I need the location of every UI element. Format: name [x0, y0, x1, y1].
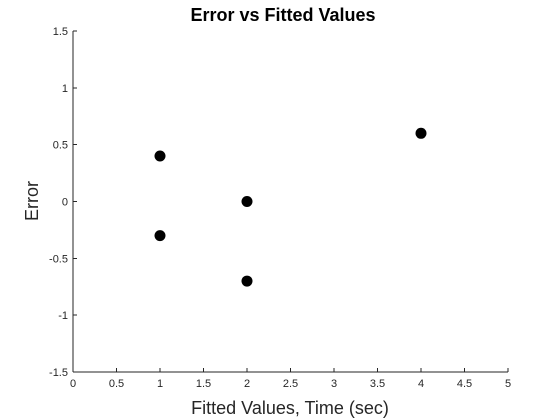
y-tick-label: -0.5: [49, 253, 68, 265]
x-tick-label: 1.5: [196, 378, 211, 390]
data-point: [154, 230, 166, 242]
data-points: [154, 127, 427, 287]
y-axis-label: Error: [22, 181, 42, 221]
y-tick-label: 1: [62, 83, 68, 95]
x-tick-label: 2.5: [283, 378, 298, 390]
y-ticks: -1.5 -1 -0.5 0 0.5 1 1.5: [49, 26, 77, 379]
x-tick-label: 4.5: [457, 378, 472, 390]
x-tick-label: 3.5: [370, 378, 385, 390]
x-tick-label: 4: [418, 378, 424, 390]
axes: [72, 31, 508, 373]
x-tick-label: 0.5: [109, 378, 124, 390]
x-tick-label: 3: [331, 378, 337, 390]
chart-title: Error vs Fitted Values: [190, 5, 375, 25]
x-tick-label: 0: [70, 378, 76, 390]
data-point: [154, 150, 166, 162]
x-axis-label: Fitted Values, Time (sec): [191, 398, 389, 418]
x-ticks: 0 0.5 1 1.5 2 2.5 3 3.5 4 4.5 5: [70, 368, 511, 390]
y-tick-label: 0: [62, 197, 68, 209]
x-tick-label: 2: [244, 378, 250, 390]
y-tick-label: -1.5: [49, 367, 68, 379]
x-tick-label: 5: [505, 378, 511, 390]
y-tick-label: 1.5: [53, 26, 68, 38]
data-point: [415, 127, 427, 139]
data-point: [241, 196, 253, 207]
data-point: [241, 275, 253, 287]
y-tick-label: -1: [58, 310, 68, 322]
y-tick-label: 0.5: [53, 140, 68, 152]
x-tick-label: 1: [157, 378, 163, 390]
